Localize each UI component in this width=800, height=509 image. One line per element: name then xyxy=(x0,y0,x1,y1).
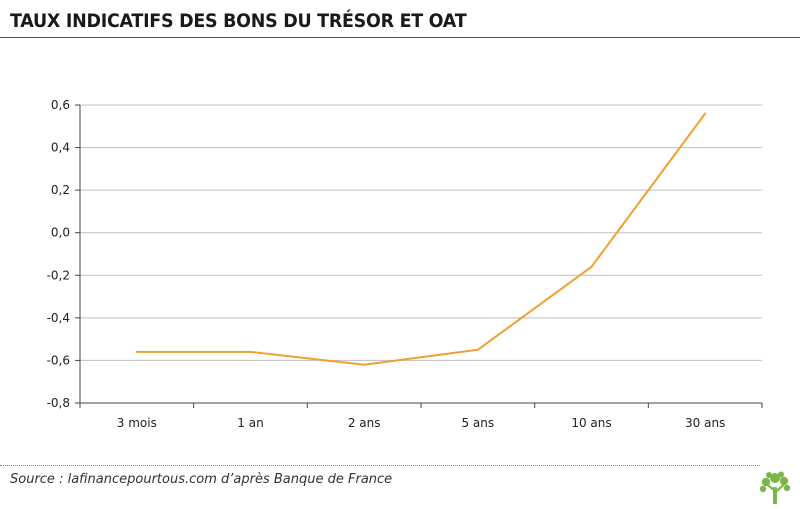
y-tick-label: -0,2 xyxy=(47,268,70,282)
series-layer xyxy=(135,112,707,366)
data-point xyxy=(476,348,479,351)
source-note: Source : lafinancepourtous.com d’après B… xyxy=(10,472,393,487)
data-point xyxy=(363,363,366,366)
data-point xyxy=(590,265,593,268)
series-line xyxy=(136,112,707,366)
x-tick-label: 1 an xyxy=(237,416,263,430)
tree-logo-icon xyxy=(759,471,791,504)
x-tick-label: 3 mois xyxy=(117,416,157,430)
x-tick-label: 30 ans xyxy=(685,416,725,430)
y-tick-label: 0,6 xyxy=(51,98,70,112)
x-tick-label: 5 ans xyxy=(461,416,494,430)
data-point xyxy=(249,350,252,353)
chart-title: TAUX INDICATIFS DES BONS DU TRÉSOR ET OA… xyxy=(10,10,467,32)
y-tick-label: -0,8 xyxy=(47,396,70,410)
footer-divider xyxy=(0,465,760,466)
data-point xyxy=(704,112,707,115)
y-tick-label: -0,6 xyxy=(47,353,70,367)
x-tick-label: 10 ans xyxy=(571,416,611,430)
title-divider xyxy=(0,37,800,38)
y-tick-label: 0,4 xyxy=(51,141,70,155)
y-tick-label: 0,2 xyxy=(51,183,70,197)
data-point xyxy=(135,350,138,353)
y-tick-labels: 0,6 0,4 0,2 0,0 -0,2 -0,4 -0,6 -0,8 xyxy=(47,98,70,410)
gridlines xyxy=(80,104,762,361)
x-tick-label: 2 ans xyxy=(348,416,381,430)
axes xyxy=(75,104,763,408)
y-tick-label: -0,4 xyxy=(47,311,70,325)
x-tick-labels: 3 mois 1 an 2 ans 5 ans 10 ans 30 ans xyxy=(117,416,726,430)
y-tick-label: 0,0 xyxy=(51,226,70,240)
